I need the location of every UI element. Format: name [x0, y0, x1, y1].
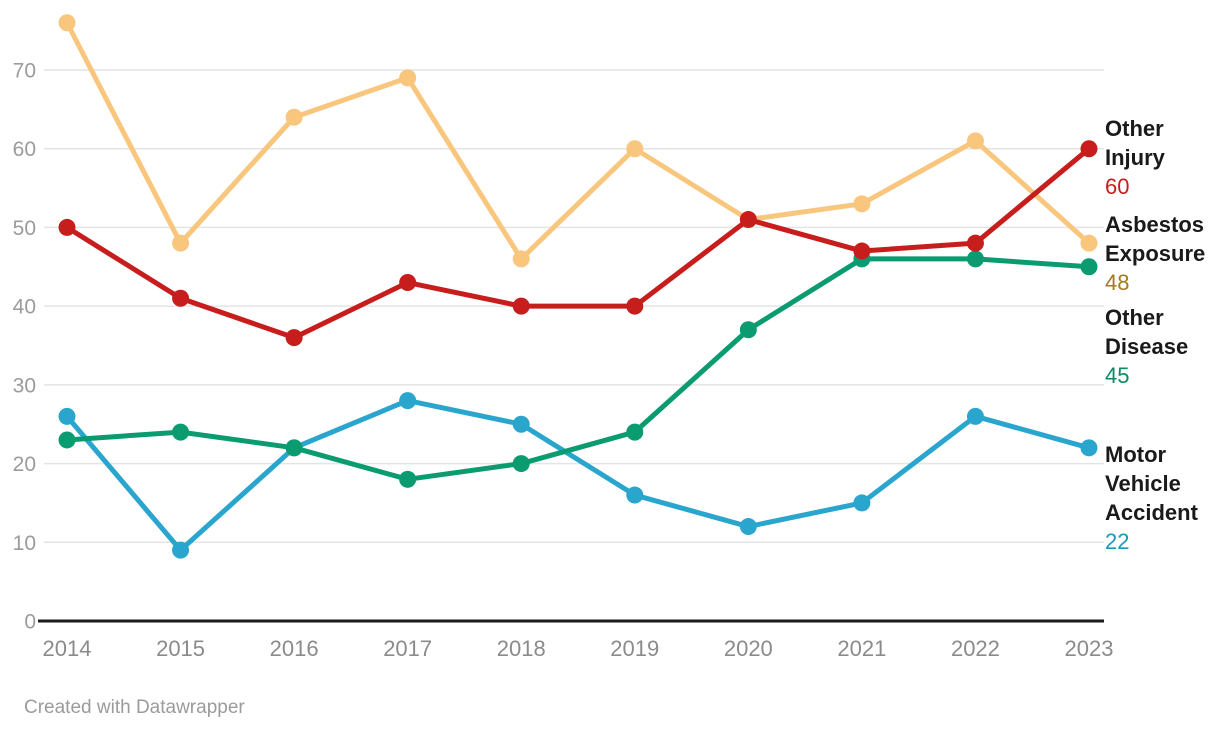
legend-label-line: Other — [1105, 116, 1164, 141]
y-tick-label-0: 0 — [24, 611, 36, 634]
data-point-asbestos-exposure-2021[interactable] — [853, 195, 871, 213]
x-tick-label-2016: 2016 — [270, 636, 319, 661]
legend-item-other-disease: Other Disease 45 — [1105, 303, 1220, 390]
data-point-motor-vehicle-accident-2022[interactable] — [966, 407, 984, 425]
legend-label-line: Exposure — [1105, 241, 1206, 266]
data-point-other-injury-2018[interactable] — [512, 297, 530, 315]
series-line-other-disease — [64, 256, 1092, 482]
data-point-other-injury-2021[interactable] — [853, 242, 871, 260]
data-point-asbestos-exposure-2019[interactable] — [626, 140, 644, 158]
legend-label-line: Vehicle — [1105, 471, 1181, 496]
datawrapper-credit: Created with Datawrapper — [24, 697, 245, 718]
data-point-other-disease-2022[interactable] — [966, 250, 984, 268]
x-tick-label-2020: 2020 — [724, 636, 773, 661]
legend-item-other-injury: Other Injury 60 — [1105, 114, 1220, 201]
data-point-other-injury-2020[interactable] — [739, 211, 757, 229]
data-point-other-injury-2014[interactable] — [58, 218, 76, 236]
x-tick-label-2023: 2023 — [1065, 636, 1114, 661]
series-line-asbestos-exposure — [64, 20, 1092, 262]
x-tick-label-2022: 2022 — [951, 636, 1000, 661]
data-point-other-injury-2022[interactable] — [966, 234, 984, 252]
legend-label-line: Motor — [1105, 442, 1167, 467]
data-point-other-disease-2017[interactable] — [399, 470, 417, 488]
legend-item-asbestos-exposure: Asbestos Exposure 48 — [1105, 210, 1220, 297]
line-chart-plot: 0 10 20 30 40 50 60 70 2014 2015 2016 2017 2018 2019 2… — [13, 14, 1114, 661]
data-point-motor-vehicle-accident-2018[interactable] — [512, 415, 530, 433]
data-point-other-injury-2023[interactable] — [1080, 140, 1098, 158]
legend-end-value: 22 — [1105, 529, 1130, 554]
x-tick-label-2015: 2015 — [156, 636, 205, 661]
data-point-motor-vehicle-accident-2017[interactable] — [399, 392, 417, 410]
series-line-other-injury — [64, 146, 1092, 341]
legend-item-motor-vehicle-accident: Motor Vehicle Accident 22 — [1105, 440, 1220, 556]
x-tick-label-2014: 2014 — [43, 636, 92, 661]
legend-label-line: Injury — [1105, 145, 1165, 170]
data-point-other-injury-2017[interactable] — [399, 274, 417, 292]
data-point-asbestos-exposure-2022[interactable] — [966, 132, 984, 150]
x-tick-label-2018: 2018 — [497, 636, 546, 661]
data-point-asbestos-exposure-2014[interactable] — [58, 14, 76, 32]
data-point-other-disease-2015[interactable] — [172, 423, 190, 441]
y-tick-label-70: 70 — [13, 60, 36, 83]
y-tick-label-40: 40 — [13, 296, 36, 319]
data-point-motor-vehicle-accident-2021[interactable] — [853, 494, 871, 512]
data-point-motor-vehicle-accident-2020[interactable] — [739, 518, 757, 536]
data-point-other-disease-2020[interactable] — [739, 321, 757, 339]
data-point-other-injury-2016[interactable] — [285, 329, 303, 347]
legend-label-line: Disease — [1105, 334, 1189, 359]
legend-end-value: 45 — [1105, 363, 1130, 388]
legend-end-value: 48 — [1105, 270, 1130, 295]
y-tick-label-50: 50 — [13, 217, 36, 240]
y-tick-label-20: 20 — [13, 453, 36, 476]
y-tick-label-30: 30 — [13, 374, 36, 397]
x-tick-label-2017: 2017 — [383, 636, 432, 661]
x-tick-label-2019: 2019 — [610, 636, 659, 661]
y-tick-label-60: 60 — [13, 138, 36, 161]
series-line-motor-vehicle-accident — [64, 398, 1092, 553]
data-point-asbestos-exposure-2018[interactable] — [512, 250, 530, 268]
data-point-motor-vehicle-accident-2023[interactable] — [1080, 439, 1098, 457]
data-point-other-disease-2016[interactable] — [285, 439, 303, 457]
data-point-other-injury-2015[interactable] — [172, 289, 190, 307]
data-point-asbestos-exposure-2016[interactable] — [285, 108, 303, 126]
legend-end-value: 60 — [1105, 174, 1130, 199]
legend-label-line: Other — [1105, 305, 1164, 330]
legend-label-line: Accident — [1105, 500, 1198, 525]
data-point-other-disease-2018[interactable] — [512, 455, 530, 473]
data-point-other-disease-2019[interactable] — [626, 423, 644, 441]
x-tick-label-2021: 2021 — [837, 636, 886, 661]
data-point-motor-vehicle-accident-2015[interactable] — [172, 541, 190, 559]
data-point-motor-vehicle-accident-2019[interactable] — [626, 486, 644, 504]
y-tick-label-10: 10 — [13, 532, 36, 555]
data-point-other-disease-2014[interactable] — [58, 431, 76, 449]
data-point-motor-vehicle-accident-2014[interactable] — [58, 407, 76, 425]
data-point-other-disease-2023[interactable] — [1080, 258, 1098, 276]
data-point-asbestos-exposure-2023[interactable] — [1080, 234, 1098, 252]
data-point-other-injury-2019[interactable] — [626, 297, 644, 315]
legend-label-line: Asbestos — [1105, 212, 1205, 237]
data-point-asbestos-exposure-2017[interactable] — [399, 69, 417, 87]
data-point-asbestos-exposure-2015[interactable] — [172, 234, 190, 252]
